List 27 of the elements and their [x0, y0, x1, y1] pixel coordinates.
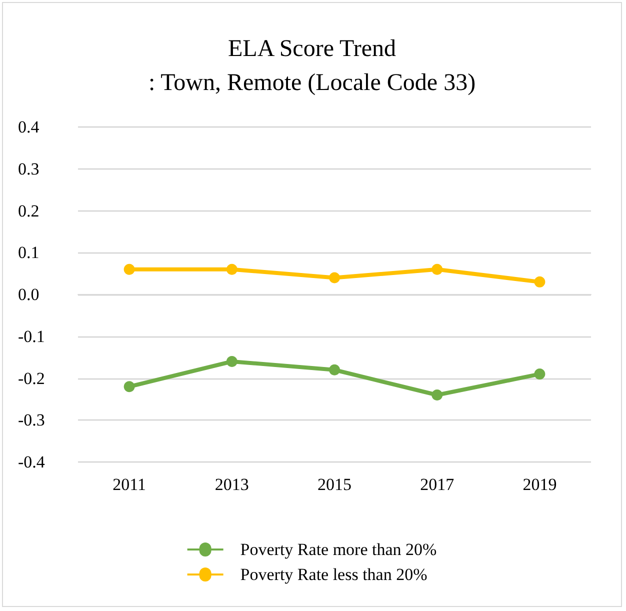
- y-tick-label: -0.1: [18, 326, 45, 346]
- x-tick-label: 2011: [112, 475, 146, 494]
- y-tick-label: -0.4: [18, 452, 46, 472]
- y-tick-label: -0.2: [18, 368, 45, 388]
- x-tick-label: 2019: [522, 475, 557, 494]
- x-tick-label: 2015: [318, 475, 352, 494]
- y-tick-label: -0.3: [18, 410, 45, 430]
- point: [432, 390, 443, 400]
- y-tick-label: 0.1: [18, 243, 40, 262]
- point: [226, 264, 238, 275]
- x-tick-label: 2017: [420, 475, 455, 494]
- point: [534, 276, 546, 288]
- y-tick-label: 0.3: [18, 159, 40, 178]
- point: [329, 272, 340, 284]
- point: [534, 368, 546, 380]
- x-tick-label: 2013: [214, 475, 249, 494]
- point: [124, 381, 135, 392]
- point: [226, 356, 238, 367]
- point: [124, 264, 135, 275]
- point: [432, 264, 443, 275]
- y-tick-label: 0.0: [18, 285, 40, 304]
- y-tick-label: 0.4: [18, 118, 40, 136]
- chart-title: ELA Score Trend : Town, Remote (Locale Code 33): [148, 36, 476, 96]
- legend-label: Poverty Rate more than 20%: [240, 540, 437, 559]
- legend-label: Poverty Rate less than 20%: [240, 565, 428, 584]
- y-tick-label: 0.2: [18, 201, 40, 220]
- point: [329, 364, 340, 376]
